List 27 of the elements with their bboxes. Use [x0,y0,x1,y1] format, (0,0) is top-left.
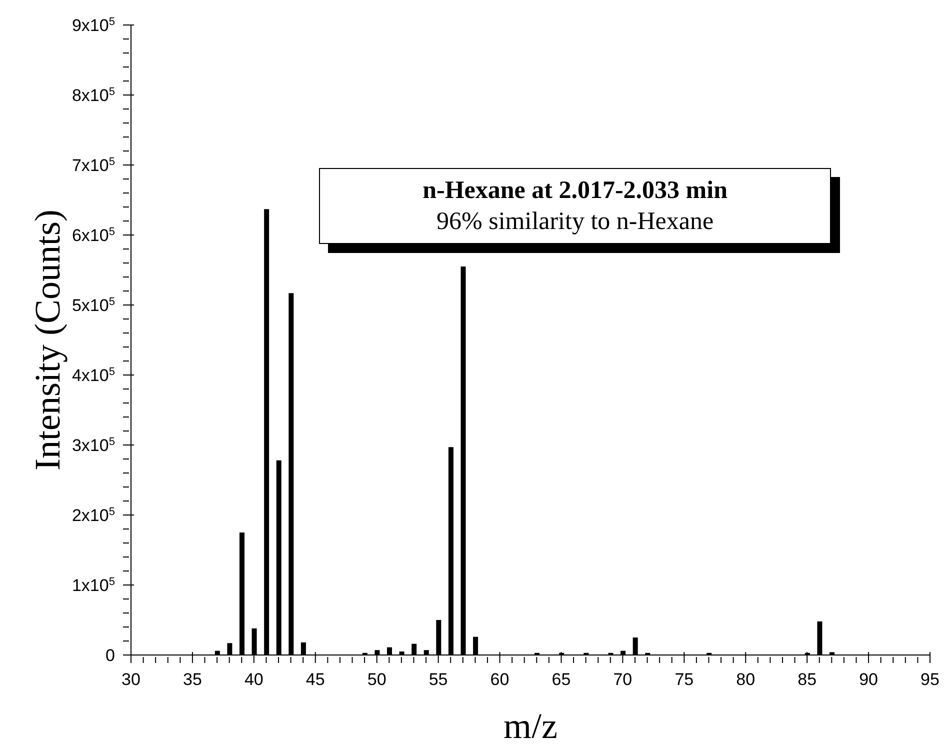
y-tick-label: 0 [106,646,115,665]
x-tick-label: 90 [859,670,878,689]
x-tick-label: 35 [183,670,202,689]
y-tick-label: 3x10$^{5}$ [72,436,115,455]
x-tick-label: 60 [490,670,510,689]
y-tick-label: 7x10$^{5}$ [72,156,115,175]
y-tick-label: 8x10$^{5}$ [72,86,115,105]
x-tick-label: 65 [552,670,571,689]
x-tick-label: 40 [244,670,264,689]
y-tick-label: 6x10$^{5}$ [72,226,115,245]
x-tick-label: 85 [798,670,817,689]
x-tick-label: 50 [367,670,386,689]
x-tick-label: 75 [674,670,694,689]
y-axis-title: Intensity (Counts) [26,210,68,470]
annotation: 96% similarity to n-Hexane [436,207,715,237]
y-tick-label: 9x10$^{5}$ [72,16,115,35]
y-tick-label: 5x10$^{5}$ [72,296,115,315]
x-tick-label: 55 [428,670,448,689]
x-tick-label: 45 [306,670,325,689]
x-tick-label: 30 [122,670,140,689]
y-tick-label: 2x10$^{5}$ [72,506,115,525]
annotation: n-Hexane at 2.017-2.033 min [422,176,728,206]
y-tick-label: 1x10$^{5}$ [72,576,115,595]
x-tick-label: 95 [920,670,940,689]
x-tick-label: 80 [736,670,756,689]
x-tick-label: 70 [613,670,632,689]
y-tick-label: 4x10$^{5}$ [72,366,115,385]
